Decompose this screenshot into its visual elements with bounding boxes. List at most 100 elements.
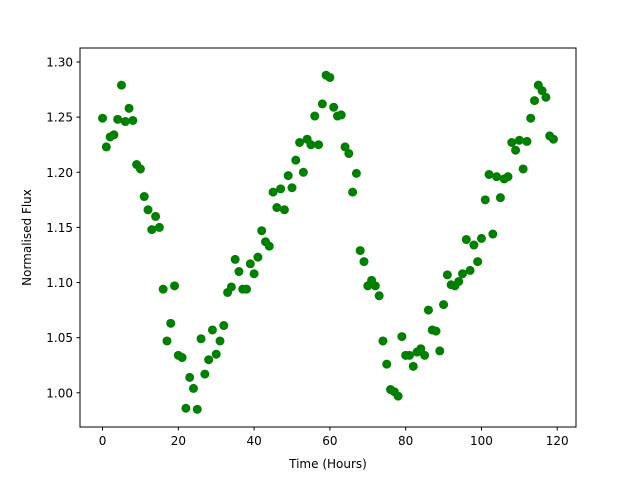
- data-point: [476, 233, 486, 243]
- data-point: [416, 344, 426, 354]
- data-point: [295, 138, 305, 148]
- y-axis: 1.00 1.05 1.10 1.15 1.20 1.25 1.30: [46, 56, 80, 400]
- data-point: [492, 172, 502, 182]
- data-point: [454, 276, 464, 286]
- data-point: [344, 149, 354, 159]
- data-point: [537, 86, 547, 96]
- data-point: [431, 326, 441, 336]
- data-point: [503, 172, 513, 182]
- data-point: [473, 257, 483, 267]
- data-point: [249, 269, 259, 279]
- data-point: [397, 332, 407, 342]
- data-point: [268, 187, 278, 197]
- data-point: [484, 169, 494, 179]
- data-point: [98, 113, 108, 123]
- x-tick-label: 0: [99, 434, 107, 448]
- data-point: [234, 267, 244, 277]
- x-tick-label: 20: [171, 434, 186, 448]
- data-point: [158, 284, 168, 294]
- data-point: [374, 291, 384, 301]
- data-point: [408, 361, 418, 371]
- data-point: [135, 164, 145, 174]
- data-point: [230, 254, 240, 264]
- data-point: [128, 115, 138, 125]
- x-axis: 0 20 40 60 80 100 120: [99, 427, 569, 448]
- data-point: [272, 203, 282, 213]
- data-point: [351, 168, 361, 178]
- data-point: [306, 140, 316, 150]
- data-point: [116, 80, 126, 90]
- data-point: [495, 193, 505, 203]
- data-point: [192, 404, 202, 414]
- data-point: [279, 205, 289, 215]
- data-point: [242, 284, 252, 294]
- data-point: [469, 240, 479, 250]
- y-axis-label: Normalised Flux: [20, 189, 34, 286]
- data-point: [518, 164, 528, 174]
- data-point: [404, 350, 414, 360]
- x-tick-label: 120: [546, 434, 569, 448]
- data-point: [548, 134, 558, 144]
- data-point: [245, 259, 255, 269]
- data-points: [98, 70, 558, 414]
- data-point: [511, 145, 521, 155]
- data-point: [526, 113, 536, 123]
- data-point: [541, 92, 551, 102]
- x-tick-label: 100: [470, 434, 493, 448]
- data-point: [423, 305, 433, 315]
- data-point: [196, 334, 206, 344]
- axes-frame: [79, 47, 577, 428]
- data-point: [461, 235, 471, 245]
- y-tick-label: 1.10: [46, 276, 73, 290]
- data-point: [283, 171, 293, 181]
- data-point: [177, 353, 187, 363]
- data-point: [207, 325, 217, 335]
- data-point: [530, 96, 540, 106]
- data-point: [507, 138, 517, 148]
- data-point: [226, 282, 236, 292]
- data-point: [393, 391, 403, 401]
- data-point: [143, 205, 153, 215]
- data-point: [488, 229, 498, 239]
- data-point: [215, 336, 225, 346]
- data-point: [522, 136, 532, 146]
- data-point: [355, 246, 365, 256]
- data-point: [253, 252, 263, 262]
- data-point: [124, 103, 134, 113]
- data-point: [276, 184, 286, 194]
- data-point: [200, 369, 210, 379]
- data-point: [139, 192, 149, 202]
- data-point: [359, 257, 369, 267]
- data-point: [120, 117, 130, 127]
- data-point: [291, 155, 301, 165]
- data-point: [329, 102, 339, 112]
- data-point: [211, 349, 221, 359]
- y-tick-label: 1.00: [46, 386, 73, 400]
- x-axis-label: Time (Hours): [288, 457, 367, 471]
- data-point: [435, 346, 445, 356]
- data-point: [298, 167, 308, 177]
- data-point: [101, 142, 111, 152]
- y-tick-label: 1.05: [46, 331, 73, 345]
- data-point: [264, 241, 274, 251]
- data-point: [257, 226, 267, 236]
- data-point: [151, 211, 161, 221]
- data-point: [170, 281, 180, 291]
- data-point: [185, 372, 195, 382]
- x-tick-label: 60: [322, 434, 337, 448]
- data-point: [204, 355, 214, 365]
- x-tick-label: 40: [246, 434, 261, 448]
- x-tick-label: 80: [398, 434, 413, 448]
- data-point: [162, 336, 172, 346]
- y-tick-label: 1.15: [46, 221, 73, 235]
- data-point: [181, 403, 191, 413]
- data-point: [325, 72, 335, 82]
- data-point: [420, 350, 430, 360]
- data-point: [314, 140, 324, 150]
- data-point: [310, 111, 320, 121]
- data-point: [514, 135, 524, 145]
- data-point: [109, 130, 119, 140]
- data-point: [166, 318, 176, 328]
- data-point: [317, 99, 327, 109]
- data-point: [348, 187, 358, 197]
